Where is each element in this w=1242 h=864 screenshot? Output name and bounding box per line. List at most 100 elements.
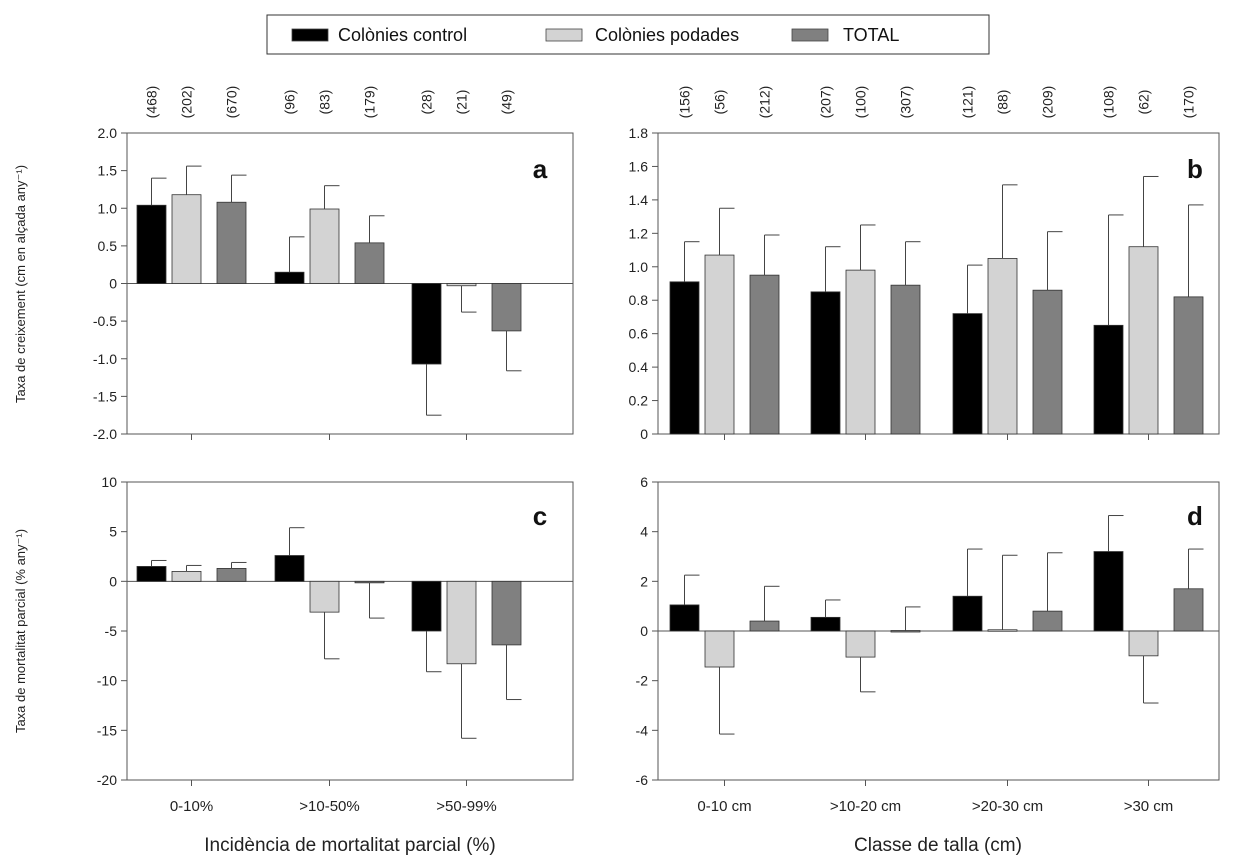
panel-d: 6 4 2 0 -2 -4 -6 0-10 cm >10-20 cm >20-30 cm >30 c… bbox=[636, 474, 1220, 815]
bar-c-podades bbox=[171, 571, 202, 582]
bar-c-podades bbox=[309, 580, 340, 613]
category-label: >50-99% bbox=[436, 798, 496, 815]
bar-b-control bbox=[1093, 324, 1124, 435]
panel-a: 2.0 1.5 1.0 0.5 0 -0.5 -1.0 -1.5 -2.0 (468) (202) (… bbox=[13, 86, 574, 442]
bar-d-total bbox=[890, 630, 921, 633]
bar-d-total bbox=[1032, 610, 1063, 632]
bar-c-total bbox=[491, 580, 522, 646]
category-label: >30 cm bbox=[1124, 798, 1174, 815]
bar-d-control bbox=[810, 616, 841, 632]
bar-b-podades bbox=[1128, 246, 1159, 435]
y-tick-label: -15 bbox=[97, 722, 117, 738]
category-label: >20-30 cm bbox=[972, 798, 1043, 815]
y-axis-label: Taxa de mortalitat parcial (% any⁻¹) bbox=[13, 529, 28, 733]
bar-d-control bbox=[669, 604, 700, 632]
sample-size-label: (88) bbox=[995, 90, 1011, 115]
legend-box bbox=[266, 14, 990, 55]
y-tick-label: 5 bbox=[109, 524, 117, 540]
legend: Colònies control Colònies podades TOTAL bbox=[266, 14, 990, 55]
y-tick-label: 2 bbox=[640, 573, 648, 589]
bar-d-podades bbox=[1128, 630, 1159, 657]
bar-b-control bbox=[952, 313, 983, 435]
y-tick-label: 2.0 bbox=[98, 125, 118, 141]
sample-size-label: (307) bbox=[898, 86, 914, 119]
bar-d-total bbox=[749, 620, 780, 632]
y-tick-label: 4 bbox=[640, 524, 648, 540]
y-tick-label: -0.5 bbox=[93, 313, 117, 329]
sample-size-label: (170) bbox=[1181, 86, 1197, 119]
legend-label: Colònies podades bbox=[595, 25, 739, 45]
sample-size-label: (202) bbox=[179, 86, 195, 119]
bar-c-total bbox=[216, 568, 247, 582]
y-tick-label: 0 bbox=[109, 573, 117, 589]
sample-size-label: (468) bbox=[144, 86, 160, 119]
plot-frame bbox=[657, 132, 1220, 435]
y-tick-label: 6 bbox=[640, 474, 648, 490]
bar-d-podades bbox=[987, 629, 1018, 632]
category-label: >10-50% bbox=[299, 798, 359, 815]
category-label: >10-20 cm bbox=[830, 798, 901, 815]
y-tick-label: -1.5 bbox=[93, 388, 117, 404]
y-tick-label: 0 bbox=[640, 426, 648, 442]
bar-a-total bbox=[354, 242, 385, 284]
y-tick-label: 1.0 bbox=[98, 200, 118, 216]
sample-size-label: (670) bbox=[224, 86, 240, 119]
y-tick-label: 1.8 bbox=[629, 125, 649, 141]
x-axis-label: Classe de talla (cm) bbox=[854, 835, 1022, 856]
y-tick-label: 0.2 bbox=[629, 393, 649, 409]
panel-b: 1.8 1.6 1.4 1.2 1.0 0.8 0.6 0.4 0.2 0 (156) (56) (21… bbox=[629, 86, 1220, 856]
bar-c-control bbox=[136, 566, 167, 582]
sample-size-label: (207) bbox=[818, 86, 834, 119]
y-tick-label: 0 bbox=[640, 623, 648, 639]
y-axis-label: Taxa de creixement (cm en alçada any⁻¹) bbox=[13, 165, 28, 403]
bar-a-control bbox=[136, 204, 167, 284]
y-tick-label: 1.4 bbox=[629, 192, 649, 208]
bar-d-control bbox=[1093, 551, 1124, 632]
bar-c-podades bbox=[446, 580, 477, 665]
y-tick-label: 1.0 bbox=[629, 259, 649, 275]
sample-size-label: (21) bbox=[454, 90, 470, 115]
y-tick-label: -10 bbox=[97, 673, 117, 689]
bar-a-podades bbox=[171, 194, 202, 284]
y-tick-label: 10 bbox=[101, 474, 117, 490]
sample-size-label: (83) bbox=[317, 90, 333, 115]
sample-size-label: (49) bbox=[499, 90, 515, 115]
panel-c: 10 5 0 -5 -10 -15 -20 0-10% >10-50% >50-99% c Taxa … bbox=[13, 474, 574, 856]
bar-a-total bbox=[491, 283, 522, 332]
y-tick-label: 0 bbox=[109, 276, 117, 292]
bar-d-podades bbox=[704, 630, 735, 668]
legend-swatch bbox=[545, 28, 583, 42]
sample-size-label: (62) bbox=[1136, 90, 1152, 115]
bar-d-podades bbox=[845, 630, 876, 658]
y-tick-label: -20 bbox=[97, 772, 117, 788]
bar-d-total bbox=[1173, 588, 1204, 632]
y-tick-label: 1.6 bbox=[629, 158, 649, 174]
sample-size-label: (108) bbox=[1101, 86, 1117, 119]
panel-letter: c bbox=[533, 501, 547, 531]
bar-c-control bbox=[411, 580, 442, 632]
bar-b-podades bbox=[704, 254, 735, 435]
bar-b-podades bbox=[987, 258, 1018, 435]
sample-size-label: (179) bbox=[362, 86, 378, 119]
legend-label: Colònies control bbox=[338, 25, 467, 45]
sample-size-label: (212) bbox=[757, 86, 773, 119]
bar-b-total bbox=[1032, 289, 1063, 435]
y-tick-label: 0.8 bbox=[629, 292, 649, 308]
y-tick-label: 1.5 bbox=[98, 163, 118, 179]
bar-a-total bbox=[216, 201, 247, 284]
sample-size-label: (209) bbox=[1040, 86, 1056, 119]
x-axis-label: Incidència de mortalitat parcial (%) bbox=[204, 835, 495, 856]
y-tick-label: -5 bbox=[105, 623, 118, 639]
panels: 2.0 1.5 1.0 0.5 0 -0.5 -1.0 -1.5 -2.0 (468) (202) (… bbox=[13, 86, 1220, 856]
bar-b-total bbox=[890, 284, 921, 435]
category-label: 0-10 cm bbox=[697, 798, 751, 815]
bar-b-total bbox=[1173, 296, 1204, 435]
bar-b-total bbox=[749, 274, 780, 435]
legend-label: TOTAL bbox=[843, 25, 899, 45]
panel-letter: d bbox=[1187, 501, 1203, 531]
sample-size-label: (121) bbox=[960, 86, 976, 119]
y-tick-label: -4 bbox=[636, 722, 649, 738]
bar-b-control bbox=[810, 291, 841, 435]
sample-size-label: (100) bbox=[853, 86, 869, 119]
